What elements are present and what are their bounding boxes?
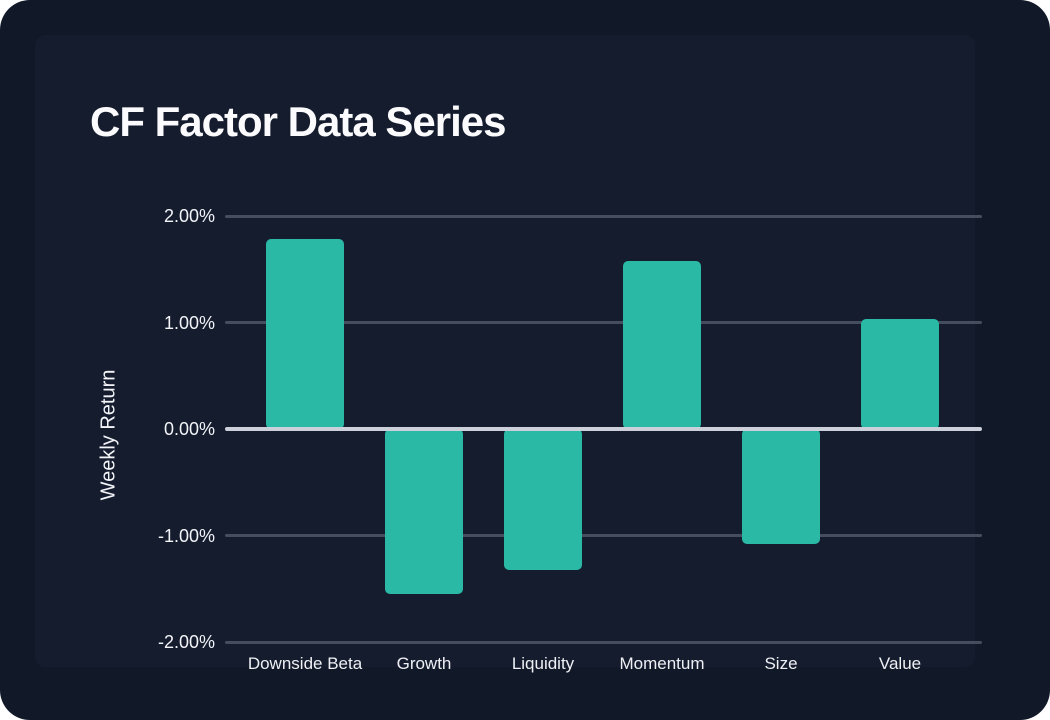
bar-chart: Weekly Return 2.00% 1.00% 0.00% -1.00% -2.00… bbox=[35, 35, 982, 673]
gridline bbox=[225, 214, 982, 218]
y-tick-label: 0.00% bbox=[163, 419, 215, 439]
x-tick-label-downside-beta: Downside Beta bbox=[247, 654, 363, 673]
bar-liquidity bbox=[504, 429, 582, 570]
x-tick-label-liquidity: Liquidity bbox=[511, 654, 575, 673]
bar-size bbox=[742, 429, 820, 545]
gridline bbox=[225, 321, 982, 324]
y-tick-label: -2.00% bbox=[157, 632, 215, 652]
y-tick-label: 2.00% bbox=[163, 206, 215, 226]
x-tick-label-size: Size bbox=[764, 654, 798, 673]
zero-baseline bbox=[225, 427, 982, 431]
y-tick-label: 1.00% bbox=[163, 312, 215, 333]
gridline bbox=[225, 640, 982, 644]
y-tick-label: -1.00% bbox=[157, 525, 215, 546]
bar-momentum bbox=[623, 260, 701, 429]
x-tick-label-momentum: Momentum bbox=[619, 654, 705, 673]
bar-value bbox=[861, 319, 939, 429]
x-tick-label-growth: Growth bbox=[396, 654, 452, 673]
chart-title: CF Factor Data Series bbox=[90, 98, 506, 145]
chart-panel: CF Factor Data Series Weekly Return 2.00… bbox=[35, 35, 982, 673]
gridline bbox=[225, 534, 982, 537]
bar-growth bbox=[385, 429, 463, 595]
bar-downside-beta bbox=[266, 239, 344, 429]
x-tick-label-value: Value bbox=[878, 654, 922, 673]
